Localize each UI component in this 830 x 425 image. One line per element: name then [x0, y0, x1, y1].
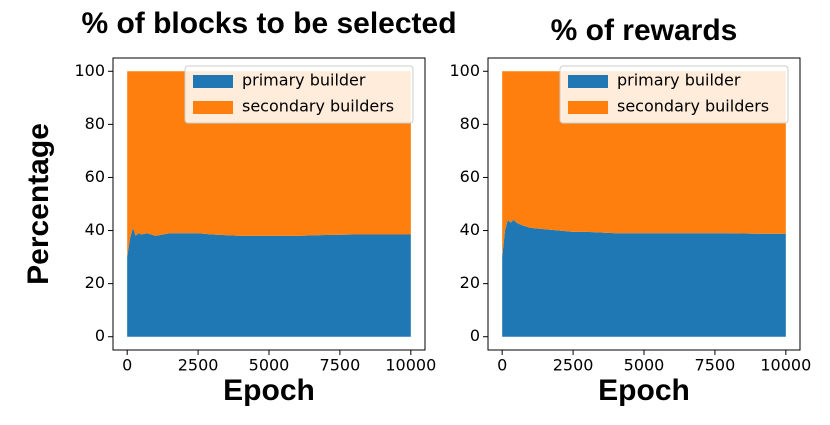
x-tick-label: 5000 — [249, 356, 290, 375]
y-tick-label: 20 — [85, 273, 105, 292]
y-tick-label: 40 — [460, 220, 480, 239]
legend: primary builder secondary builders — [184, 65, 414, 124]
y-tick-label: 60 — [460, 167, 480, 186]
legend-box — [184, 65, 414, 124]
y-tick-label: 100 — [74, 61, 105, 80]
legend-label: secondary builders — [617, 97, 769, 116]
legend-swatch — [193, 101, 233, 114]
x-tick-label: 2500 — [178, 356, 219, 375]
legend-swatch — [193, 75, 233, 88]
y-tick-label: 0 — [470, 326, 480, 345]
legend-swatch — [568, 101, 608, 114]
x-tick-label: 0 — [497, 356, 507, 375]
y-tick-label: 60 — [85, 167, 105, 186]
legend-label: primary builder — [617, 71, 741, 90]
area — [502, 219, 786, 337]
x-axis-label: Epoch — [598, 374, 690, 407]
legend-label: secondary builders — [242, 97, 394, 116]
x-tick-label: 7500 — [695, 356, 736, 375]
y-tick-label: 100 — [449, 61, 480, 80]
x-tick-label: 10000 — [760, 356, 811, 375]
x-tick-label: 2500 — [553, 356, 594, 375]
chart-title: % of blocks to be selected — [81, 7, 456, 40]
y-axis-label: Percentage — [22, 123, 55, 285]
legend-label: primary builder — [242, 71, 366, 90]
legend-swatch — [568, 75, 608, 88]
x-tick-label: 7500 — [320, 356, 361, 375]
y-tick-label: 40 — [85, 220, 105, 239]
y-tick-label: 20 — [460, 273, 480, 292]
x-tick-label: 10000 — [385, 356, 436, 375]
x-axis-label: Epoch — [223, 374, 315, 407]
legend-box — [559, 65, 789, 124]
chart-title: % of rewards — [551, 14, 738, 47]
area — [127, 227, 411, 337]
legend: primary builder secondary builders — [559, 65, 789, 124]
x-tick-label: 0 — [122, 356, 132, 375]
x-tick-label: 5000 — [624, 356, 665, 375]
y-tick-label: 80 — [85, 114, 105, 133]
y-tick-label: 0 — [95, 326, 105, 345]
y-tick-label: 80 — [460, 114, 480, 133]
